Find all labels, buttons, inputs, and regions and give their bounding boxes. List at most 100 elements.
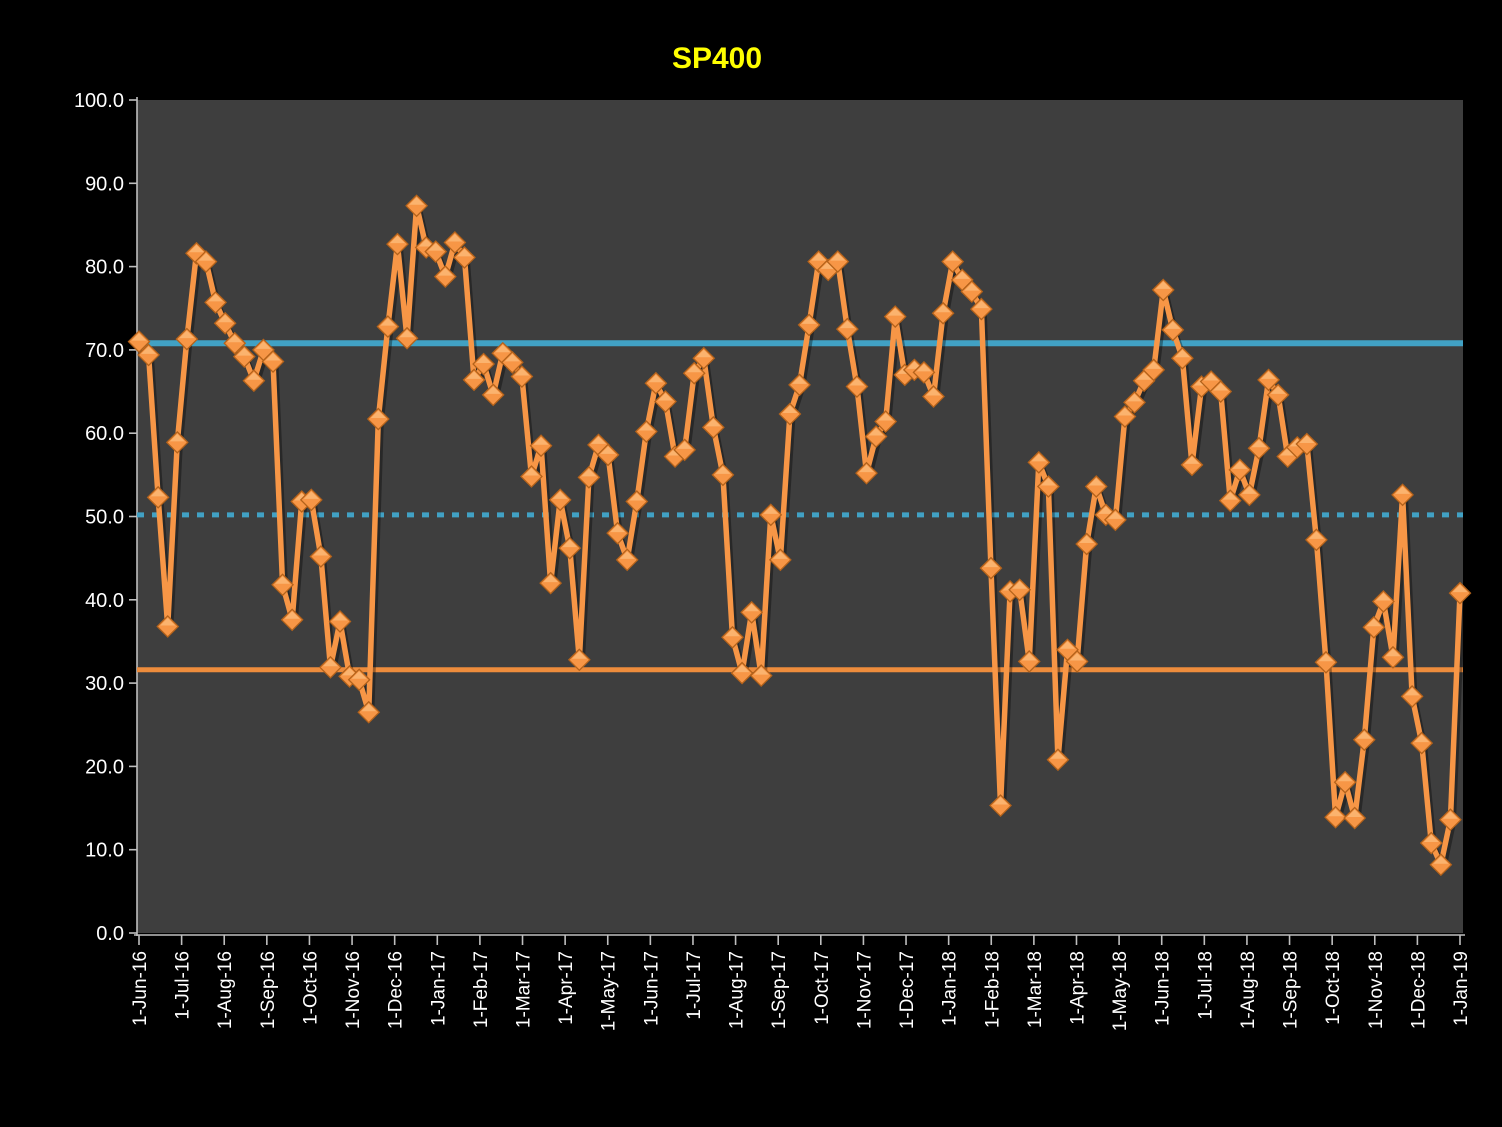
data-point-marker [596, 443, 620, 467]
marker-highlight [1213, 383, 1229, 391]
marker-highlight [839, 320, 855, 329]
data-point-marker [673, 438, 697, 462]
marker-highlight [878, 413, 894, 421]
marker-highlight [1050, 751, 1066, 759]
data-point-marker [1103, 508, 1127, 532]
data-point-marker [1008, 578, 1032, 602]
data-point-marker [213, 311, 237, 335]
data-point-marker [634, 420, 658, 443]
marker-highlight [160, 617, 176, 626]
data-point-marker [922, 385, 945, 408]
marker-highlight [696, 349, 712, 358]
data-point-marker [558, 536, 582, 560]
data-point-marker [1372, 590, 1395, 613]
marker-highlight [973, 300, 989, 309]
data-point-marker [577, 465, 601, 489]
marker-highlight [1031, 453, 1047, 462]
data-point-marker [835, 317, 859, 341]
data-point-marker [969, 297, 993, 321]
data-point-marker [1142, 358, 1166, 382]
x-tick-label: 1-Dec-16 [386, 951, 407, 1029]
data-point-marker [366, 407, 390, 431]
marker-highlight [322, 658, 338, 667]
x-tick-label: 1-Jan-17 [428, 951, 449, 1026]
x-axis: 1-Jun-16 1-Jul-16 1-Aug-16 1-Sep-16 1-Oct-16… [130, 934, 1472, 1031]
marker-highlight [686, 364, 702, 373]
marker-highlight [724, 628, 740, 637]
data-point-marker [1084, 475, 1108, 498]
y-tick-label: 10.0 [85, 840, 124, 862]
marker-highlight [648, 374, 664, 383]
data-point-marker [433, 265, 457, 289]
data-point-marker [328, 610, 352, 633]
data-point-marker [644, 371, 668, 395]
x-tick-label: 1-Sep-18 [1281, 951, 1302, 1029]
marker-highlight [993, 797, 1009, 805]
data-point-marker [711, 463, 735, 487]
data-point-marker [261, 350, 285, 373]
data-point-marker [242, 369, 266, 393]
data-point-marker [883, 305, 907, 328]
data-point-marker [1027, 450, 1051, 474]
data-point-marker [1247, 436, 1271, 460]
x-tick-label: 1-Nov-16 [343, 951, 364, 1029]
marker-highlight [150, 488, 166, 497]
marker-highlight [715, 466, 731, 474]
marker-highlight [514, 368, 530, 376]
marker-highlight [1337, 773, 1353, 782]
data-point-marker [453, 246, 476, 269]
marker-highlight [1155, 281, 1171, 289]
marker-highlight [1040, 478, 1056, 486]
marker-highlight [1251, 439, 1267, 448]
marker-highlight [562, 539, 578, 548]
marker-highlight [141, 346, 157, 354]
marker-highlight [811, 253, 827, 261]
x-tick-label: 1-Dec-18 [1408, 951, 1429, 1029]
data-point-marker [960, 280, 984, 304]
y-tick-label: 20.0 [85, 756, 124, 778]
y-axis: 100.0 90.0 80.0 70.0 60.0 50.0 40.0 30.0 20.0 10.… [74, 90, 138, 945]
marker-highlight [1395, 486, 1411, 494]
marker-highlight [208, 293, 224, 302]
chart-title: SP400 [671, 42, 763, 75]
marker-highlight [313, 547, 329, 556]
marker-highlight [342, 667, 358, 676]
marker-highlight [1098, 506, 1114, 514]
data-point-marker [223, 331, 247, 355]
marker-highlight [456, 248, 472, 257]
data-point-marker [1075, 532, 1099, 556]
marker-highlight [169, 433, 185, 442]
y-tick-label: 60.0 [85, 423, 124, 445]
marker-highlight [1375, 592, 1391, 601]
data-point-marker [615, 548, 639, 572]
data-point-marker [1324, 805, 1347, 829]
data-point-marker [232, 345, 256, 368]
data-point-marker [1314, 650, 1338, 674]
data-point-marker [855, 461, 878, 485]
data-point-marker [376, 315, 400, 338]
data-point-marker [443, 231, 467, 254]
x-tick-label: 1-Jul-16 [173, 951, 194, 1020]
marker-highlight [581, 468, 597, 477]
data-point-marker [1113, 405, 1137, 428]
marker-highlight [964, 283, 980, 291]
data-point-marker [1343, 806, 1367, 830]
marker-highlight [887, 308, 903, 316]
marker-highlight [868, 428, 884, 436]
data-point-marker [864, 425, 888, 448]
marker-highlight [523, 468, 539, 476]
marker-highlight [1308, 531, 1324, 539]
data-point-marker [510, 365, 534, 388]
y-tick-label: 0.0 [96, 923, 124, 945]
marker-highlight [1433, 856, 1449, 864]
marker-highlight [983, 559, 999, 568]
marker-highlight [1060, 641, 1076, 649]
data-point-marker [701, 415, 725, 439]
marker-highlight [399, 329, 415, 338]
marker-highlight [859, 464, 875, 473]
marker-highlight [1079, 535, 1095, 543]
data-point-marker [137, 343, 160, 367]
data-point-marker [567, 648, 591, 672]
marker-highlight [255, 341, 271, 349]
data-point-marker [989, 794, 1012, 817]
